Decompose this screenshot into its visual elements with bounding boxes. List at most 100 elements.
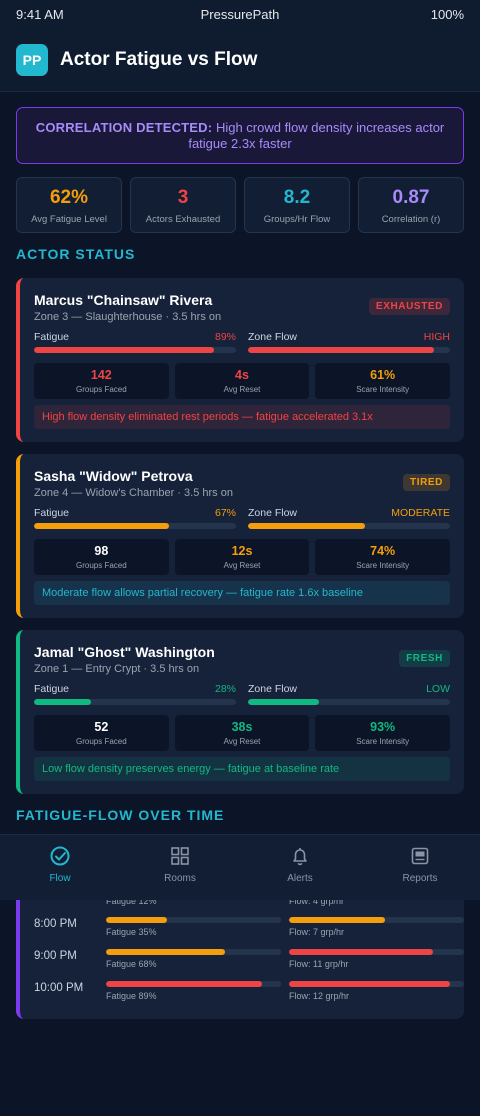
app-logo: PP bbox=[16, 43, 48, 76]
zone-flow-bar-fill bbox=[248, 523, 366, 529]
metric-value: 61% bbox=[370, 368, 396, 382]
metric-avg-reset: 12s Avg Reset bbox=[174, 539, 310, 575]
actor-name: Jamal "Ghost" Washington bbox=[34, 644, 215, 660]
status-badge: TIRED bbox=[403, 474, 450, 491]
metric-label: Scare Intensity bbox=[356, 385, 410, 394]
actor-card[interactable]: Jamal "Ghost" Washington Zone 1 — Entry … bbox=[16, 630, 464, 794]
metric-value: 142 bbox=[90, 368, 112, 382]
metric-value: 74% bbox=[370, 544, 396, 558]
metric-label: Groups Faced bbox=[75, 385, 127, 394]
timeline-fatigue-label: Fatigue 35% bbox=[106, 927, 157, 937]
metric-value: 4s bbox=[235, 368, 249, 382]
metric-groups-faced: 142 Groups Faced bbox=[34, 363, 169, 399]
metric-scare-intensity: 74% Scare Intensity bbox=[315, 539, 451, 575]
metric-scare-intensity: 61% Scare Intensity bbox=[315, 363, 451, 399]
stat-card-flow: 8.2 Groups/Hr Flow bbox=[244, 177, 350, 233]
zone-flow-bar bbox=[248, 699, 450, 705]
zone-flow-value: MODERATE bbox=[391, 507, 450, 519]
stat-card-correlation: 0.87 Correlation (r) bbox=[358, 177, 464, 233]
status-badge: EXHAUSTED bbox=[368, 298, 450, 315]
zone-flow-bar-fill bbox=[248, 699, 319, 705]
fatigue-label: Fatigue bbox=[34, 507, 70, 519]
timeline-flow-bar bbox=[289, 981, 464, 987]
tab-label: Alerts bbox=[287, 873, 313, 884]
status-battery: 100% bbox=[430, 6, 464, 22]
stat-label: Groups/Hr Flow bbox=[263, 214, 331, 225]
timeline-fatigue-label: Fatigue 89% bbox=[106, 991, 157, 1001]
metric-label: Scare Intensity bbox=[356, 561, 410, 570]
fatigue-label: Fatigue bbox=[34, 683, 70, 695]
metric-value: 38s bbox=[231, 720, 253, 734]
actor-note: High flow density eliminated rest period… bbox=[34, 405, 450, 429]
stat-card-fatigue: 62% Avg Fatigue Level bbox=[16, 177, 122, 233]
metric-value: 12s bbox=[231, 544, 253, 558]
zone-flow-bar bbox=[248, 347, 450, 353]
timeline-fatigue-fill bbox=[106, 917, 168, 923]
metric-label: Avg Reset bbox=[223, 561, 261, 570]
tab-reports[interactable]: Reports bbox=[360, 835, 480, 900]
actor-card[interactable]: Sasha "Widow" Petrova Zone 4 — Widow's C… bbox=[16, 454, 464, 618]
metric-groups-faced: 52 Groups Faced bbox=[34, 715, 169, 751]
fatigue-meter: Fatigue 89% bbox=[34, 331, 236, 353]
zone-flow-label: Zone Flow bbox=[248, 331, 298, 343]
fatigue-bar-fill bbox=[34, 523, 170, 529]
timeline-flow-fill bbox=[289, 949, 433, 955]
timeline-flow-fill bbox=[289, 917, 386, 923]
metric-label: Avg Reset bbox=[223, 737, 261, 746]
zone-flow-meter: Zone Flow HIGH bbox=[248, 331, 450, 353]
fatigue-bar-fill bbox=[34, 699, 91, 705]
timeline-flow-label: Flow: 12 grp/hr bbox=[289, 991, 350, 1001]
timeline-row: 9:00 PM Fatigue 68% Flow: 11 grp/hr bbox=[34, 949, 464, 969]
timeline-time: 9:00 PM bbox=[34, 950, 77, 962]
stat-label: Correlation (r) bbox=[381, 214, 441, 225]
actor-subtitle: Zone 3 — Slaughterhouse · 3.5 hrs on bbox=[34, 311, 222, 323]
fatigue-value: 28% bbox=[214, 683, 236, 695]
stat-value: 0.87 bbox=[392, 187, 430, 208]
timeline-row: 10:00 PM Fatigue 89% Flow: 12 grp/hr bbox=[34, 981, 464, 1001]
stat-value: 62% bbox=[49, 187, 89, 208]
timeline-fatigue-label: Fatigue 68% bbox=[106, 959, 157, 969]
zone-flow-meter: Zone Flow LOW bbox=[248, 683, 450, 705]
metric-scare-intensity: 93% Scare Intensity bbox=[315, 715, 451, 751]
fatigue-flow-timeline: Fatigue 12% Flow: 4 grp/hr 8:00 PM Fatig… bbox=[16, 886, 464, 1019]
correlation-banner-label: CORRELATION DETECTED: bbox=[35, 120, 213, 135]
zone-flow-label: Zone Flow bbox=[248, 683, 298, 695]
status-app-name: PressurePath bbox=[200, 6, 280, 22]
actor-card[interactable]: Marcus "Chainsaw" Rivera Zone 3 — Slaugh… bbox=[16, 278, 464, 442]
tab-label: Flow bbox=[49, 873, 71, 884]
timeline-flow-label: Flow: 4 grp/hr bbox=[289, 896, 345, 906]
metric-avg-reset: 38s Avg Reset bbox=[174, 715, 310, 751]
timeline-fatigue-fill bbox=[106, 949, 225, 955]
status-badge: FRESH bbox=[399, 650, 450, 667]
app-header: PP Actor Fatigue vs Flow bbox=[0, 28, 480, 92]
check-circle-icon bbox=[50, 846, 70, 866]
tab-alerts[interactable]: Alerts bbox=[240, 835, 360, 900]
fatigue-label: Fatigue bbox=[34, 331, 70, 343]
metric-label: Groups Faced bbox=[75, 737, 127, 746]
timeline-row: 8:00 PM Fatigue 35% Flow: 7 grp/hr bbox=[34, 917, 464, 937]
correlation-banner: CORRELATION DETECTED: High crowd flow de… bbox=[16, 107, 464, 164]
zone-flow-value: HIGH bbox=[423, 331, 450, 343]
timeline-flow-bar bbox=[289, 917, 464, 923]
metric-label: Groups Faced bbox=[75, 561, 127, 570]
tab-rooms[interactable]: Rooms bbox=[120, 835, 240, 900]
metric-label: Scare Intensity bbox=[356, 737, 410, 746]
fatigue-value: 89% bbox=[214, 331, 236, 343]
status-bar: 9:41 AM PressurePath 100% bbox=[0, 0, 480, 28]
stat-label: Avg Fatigue Level bbox=[31, 214, 107, 225]
timeline-flow-label: Flow: 7 grp/hr bbox=[289, 927, 345, 937]
zone-flow-value: LOW bbox=[426, 683, 450, 695]
stat-card-exhausted: 3 Actors Exhausted bbox=[130, 177, 236, 233]
fatigue-bar bbox=[34, 699, 236, 705]
actor-note: Moderate flow allows partial recovery — … bbox=[34, 581, 450, 605]
grid-icon bbox=[171, 847, 189, 865]
actor-note: Low flow density preserves energy — fati… bbox=[34, 757, 450, 781]
timeline-flow-fill bbox=[289, 981, 450, 987]
section-title-actor-status: ACTOR STATUS bbox=[16, 246, 136, 262]
metric-value: 52 bbox=[94, 720, 109, 734]
metric-avg-reset: 4s Avg Reset bbox=[174, 363, 310, 399]
timeline-fatigue-label: Fatigue 12% bbox=[106, 896, 157, 906]
tab-flow[interactable]: Flow bbox=[0, 835, 120, 900]
bell-icon bbox=[293, 848, 307, 866]
zone-flow-meter: Zone Flow MODERATE bbox=[248, 507, 450, 529]
